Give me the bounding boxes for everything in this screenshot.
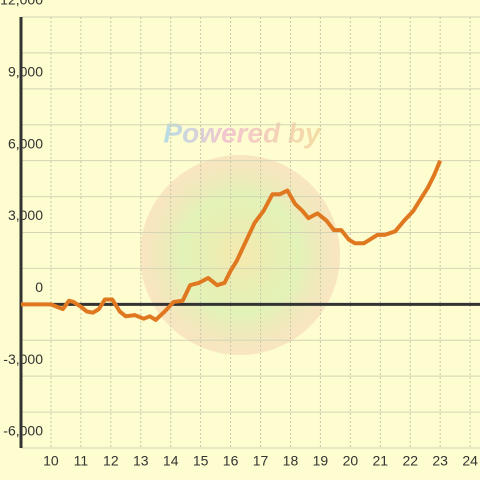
x-tick-label: 10 [43,453,59,469]
y-tick-label: 3,000 [8,207,43,223]
x-tick-label: 20 [343,453,359,469]
x-tick-label: 22 [402,453,418,469]
x-tick-label: 21 [373,453,389,469]
x-tick-label: 11 [74,453,89,469]
x-tick-label: 18 [283,453,299,469]
y-tick-label: -6,000 [3,423,43,439]
x-tick-label: 24 [462,453,478,469]
y-tick-label: -3,000 [3,351,43,367]
x-tick-label: 16 [223,453,239,469]
line [21,159,443,322]
x-tick-label: 12 [103,453,119,469]
x-tick-label: 14 [163,453,179,469]
y-tick-label: 0 [35,279,43,295]
x-tick-label: 19 [313,453,329,469]
x-tick-label: 15 [193,453,209,469]
plot: -6,000 -3,000 0 3,000 6,000 9,000 12,000 10 11 12… [0,0,480,469]
x-tick-label: 13 [133,453,149,469]
y-tick-label: 12,000 [0,0,43,8]
x-tick-label: 23 [432,453,448,469]
watermark-text: Powered by [163,117,322,148]
x-tick-label: 17 [253,453,269,469]
watermark: Powered by [140,117,340,355]
y-tick-label: 6,000 [8,135,43,151]
y-tick-label: 9,000 [8,64,43,80]
